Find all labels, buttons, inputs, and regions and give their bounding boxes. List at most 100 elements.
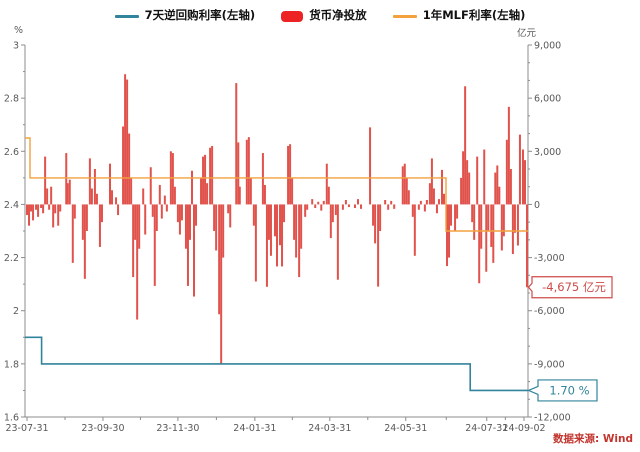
- net-injection-bar: [322, 200, 325, 205]
- net-injection-bar: [261, 153, 264, 205]
- net-injection-bar: [325, 163, 328, 205]
- left-axis-tick-label: 2.8: [4, 94, 19, 105]
- net-injection-bar: [393, 204, 396, 209]
- net-injection-bar: [73, 204, 76, 219]
- right-axis-tick-label: 9,000: [534, 41, 561, 52]
- net-injection-bar: [511, 204, 514, 255]
- net-injection-bar: [360, 204, 363, 209]
- net-injection-bar: [295, 204, 298, 258]
- net-injection-bar: [372, 204, 375, 226]
- net-injection-bar: [411, 204, 414, 217]
- net-injection-bar: [483, 149, 486, 205]
- net-injection-bar: [90, 188, 93, 205]
- chart-legend: 7天逆回购利率(左轴) 货币净投放 1年MLF利率(左轴): [0, 6, 640, 26]
- net-injection-bar: [478, 204, 481, 284]
- annotation-callout: [527, 276, 613, 299]
- net-injection-bar: [334, 204, 337, 216]
- legend-item-mlf-rate[interactable]: 1年MLF利率(左轴): [392, 10, 525, 22]
- net-injection-bar: [245, 139, 248, 205]
- net-injection-bar: [93, 169, 96, 205]
- net-injection-bar: [42, 204, 45, 214]
- net-injection-bar: [480, 204, 483, 249]
- net-injection-bar: [100, 204, 103, 223]
- net-injection-bar: [435, 204, 438, 214]
- net-injection-bar: [320, 204, 323, 211]
- net-injection-bar: [423, 204, 426, 212]
- net-injection-bar: [485, 204, 488, 272]
- net-injection-bar: [71, 204, 74, 263]
- net-injection-bar: [327, 186, 330, 205]
- net-injection-bar: [390, 200, 393, 205]
- legend-label-net-injection: 货币净投放: [309, 8, 367, 23]
- net-injection-bar: [190, 170, 193, 205]
- net-injection-bar: [111, 190, 114, 205]
- net-injection-bar: [204, 154, 207, 205]
- net-injection-bar: [35, 204, 38, 210]
- net-injection-bar: [48, 204, 51, 210]
- x-axis-tick-label: 24-03-31: [308, 423, 351, 434]
- net-injection-bar: [26, 204, 29, 216]
- net-injection-bar: [254, 204, 257, 282]
- net-injection-bar: [450, 204, 453, 226]
- net-injection-bar: [32, 204, 35, 221]
- net-injection-bar: [136, 204, 139, 320]
- net-injection-bar: [237, 142, 240, 205]
- x-axis-tick-label: 24-01-31: [233, 423, 276, 434]
- net-injection-bar: [30, 204, 33, 212]
- x-axis-tick-label: 24-09-02: [502, 423, 545, 434]
- net-injection-bar: [374, 204, 377, 244]
- net-injection-bar: [160, 204, 163, 219]
- net-injection-bar: [269, 204, 272, 256]
- net-injection-bar: [462, 151, 465, 205]
- net-injection-bar: [227, 204, 230, 214]
- x-axis-tick-label: 23-07-31: [5, 423, 48, 434]
- annotation-callout: [526, 379, 598, 402]
- net-injection-bar: [130, 177, 133, 205]
- net-injection-bar: [377, 204, 380, 287]
- net-injection-bar: [405, 177, 408, 205]
- net-injection-bar: [200, 177, 203, 205]
- net-injection-bar: [211, 145, 214, 205]
- net-injection-bar: [115, 197, 118, 205]
- net-injection-bar: [220, 204, 223, 364]
- net-injection-bar: [518, 134, 521, 205]
- net-injection-bar: [291, 177, 294, 205]
- net-injection-bar: [505, 139, 508, 205]
- net-injection-bar: [387, 204, 390, 210]
- net-injection-bar: [176, 204, 179, 223]
- net-injection-bar: [440, 169, 443, 205]
- net-injection-bar: [521, 149, 524, 205]
- net-injection-bar: [419, 200, 422, 205]
- net-injection-bar: [273, 204, 276, 237]
- net-injection-bar: [193, 204, 196, 297]
- net-injection-bar: [57, 204, 60, 226]
- data-source-label: 数据来源: Wind: [552, 433, 633, 445]
- legend-item-repo-rate[interactable]: 7天逆回购利率(左轴): [114, 10, 255, 22]
- net-injection-bar: [54, 204, 57, 214]
- left-axis-tick-label: 2.6: [4, 147, 19, 158]
- net-injection-bar: [267, 204, 270, 240]
- legend-item-net-injection[interactable]: 货币净投放: [281, 10, 367, 22]
- net-injection-bar: [202, 156, 205, 205]
- net-injection-bar: [471, 204, 474, 223]
- net-injection-bar: [249, 177, 252, 205]
- net-injection-bar: [247, 137, 250, 205]
- net-injection-bar: [344, 200, 347, 205]
- net-injection-bar: [98, 204, 101, 247]
- net-injection-bar: [525, 204, 528, 288]
- net-injection-bar: [347, 204, 350, 208]
- net-injection-bar: [122, 126, 125, 205]
- net-injection-bar: [188, 204, 191, 240]
- net-injection-bar: [195, 204, 198, 226]
- net-injection-bar: [213, 204, 216, 231]
- net-injection-bar: [460, 177, 463, 205]
- net-injection-bar: [229, 204, 232, 228]
- net-injection-bar: [218, 204, 221, 315]
- net-injection-bar: [494, 172, 497, 205]
- right-axis-tick-label: -6,000: [534, 306, 565, 317]
- net-injection-bar: [138, 204, 141, 249]
- net-injection-bar: [403, 163, 406, 205]
- net-injection-bar: [265, 204, 268, 287]
- x-axis-tick-label: 24-07-31: [465, 423, 508, 434]
